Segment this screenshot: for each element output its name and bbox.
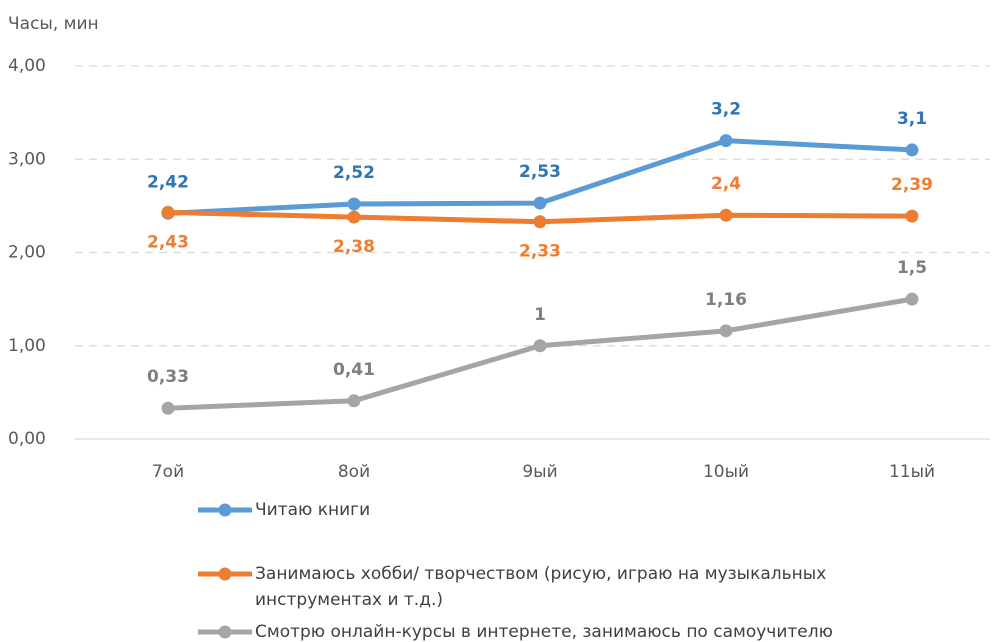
y-tick-label: 0,00 bbox=[8, 429, 46, 449]
data-label: 2,39 bbox=[891, 175, 933, 195]
data-label: 0,41 bbox=[333, 360, 375, 380]
point bbox=[719, 134, 733, 148]
x-tick-label: 11ый bbox=[889, 462, 935, 482]
data-label: 2,38 bbox=[333, 237, 375, 257]
y-axis-label: Часы, мин bbox=[8, 14, 99, 34]
legend-marker bbox=[218, 625, 232, 639]
y-tick-label: 4,00 bbox=[8, 56, 46, 76]
point bbox=[719, 208, 733, 222]
point bbox=[905, 143, 919, 157]
data-label: 2,53 bbox=[519, 162, 561, 182]
data-label: 1,16 bbox=[705, 290, 747, 310]
point bbox=[533, 339, 547, 353]
point bbox=[905, 209, 919, 223]
point bbox=[161, 401, 175, 415]
legend-label: Читаю книги bbox=[255, 500, 371, 520]
x-tick-label: 9ый bbox=[522, 462, 557, 482]
legend-label: Занимаюсь хобби/ творчеством (рисую, игр… bbox=[255, 564, 827, 610]
legend-marker bbox=[218, 503, 232, 517]
point bbox=[161, 205, 175, 219]
data-label: 2,52 bbox=[333, 163, 375, 183]
point bbox=[719, 324, 733, 338]
legend-marker bbox=[218, 567, 232, 581]
data-label: 1,5 bbox=[897, 258, 927, 278]
data-label: 1 bbox=[534, 305, 546, 325]
point bbox=[347, 394, 361, 408]
data-label: 3,1 bbox=[897, 109, 927, 129]
data-label: 2,43 bbox=[147, 232, 189, 252]
data-label: 2,4 bbox=[711, 174, 741, 194]
data-label: 0,33 bbox=[147, 367, 189, 387]
y-tick-label: 2,00 bbox=[8, 243, 46, 263]
point bbox=[905, 292, 919, 306]
y-tick-label: 3,00 bbox=[8, 149, 46, 169]
legend-label: Смотрю онлайн-курсы в интернете, занимаю… bbox=[255, 622, 833, 642]
x-tick-label: 8ой bbox=[338, 462, 370, 482]
x-tick-label: 7ой bbox=[152, 462, 184, 482]
data-label: 2,33 bbox=[519, 242, 561, 262]
point bbox=[347, 210, 361, 224]
data-label: 3,2 bbox=[711, 100, 741, 120]
point bbox=[533, 215, 547, 229]
point bbox=[533, 196, 547, 210]
data-label: 2,42 bbox=[147, 172, 189, 192]
point bbox=[347, 197, 361, 211]
x-tick-label: 10ый bbox=[703, 462, 749, 482]
y-tick-label: 1,00 bbox=[8, 336, 46, 356]
